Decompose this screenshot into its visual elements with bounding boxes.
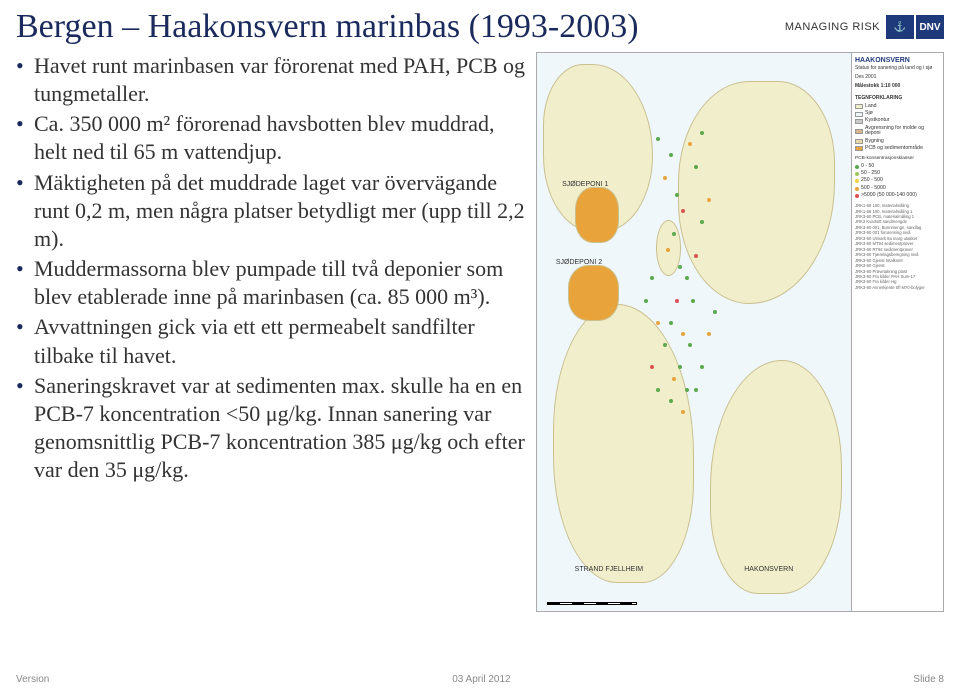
- map-sample-dot: [672, 232, 676, 236]
- legend-swatch: [855, 146, 863, 151]
- legend-item: Kystkontur: [855, 118, 940, 124]
- bullet-text: Havet runt marinbasen var förorenat med …: [34, 52, 526, 108]
- bullet-list: •Havet runt marinbasen var förorenat med…: [16, 52, 526, 612]
- depo-label-1: SJØDEPONI 1: [562, 181, 608, 188]
- slide-footer: Version 03 April 2012 Slide 8: [16, 674, 944, 685]
- bullet-dot-icon: •: [16, 255, 34, 311]
- map-sample-dot: [694, 388, 698, 392]
- map-sample-dot: [669, 321, 673, 325]
- bullet-dot-icon: •: [16, 110, 34, 166]
- map-panel: SJØDEPONI 1 SJØDEPONI 2 STRAND FJELLHEIM…: [536, 52, 852, 612]
- brand-tagline: MANAGING RISK: [785, 21, 880, 33]
- legend-pcb-range: >5000 (50 000-140 000): [855, 193, 940, 199]
- map-legend: HAAKONSVERN Status for sanering på land …: [852, 52, 944, 612]
- legend-swatch: [855, 112, 863, 117]
- map-sample-dot: [688, 343, 692, 347]
- bullet-item: •Havet runt marinbasen var förorenat med…: [16, 52, 526, 108]
- legend-item: Land: [855, 104, 940, 110]
- anchor-icon: ⚓: [886, 15, 914, 39]
- legend-label: Kystkontur: [865, 118, 890, 124]
- map-sample-dot: [707, 332, 711, 336]
- legend-pcb-range: 0 - 50: [855, 164, 940, 170]
- bullet-text: Mäktigheten på det muddrade laget var öv…: [34, 169, 526, 253]
- map-sample-dot: [694, 254, 698, 258]
- legend-range-label: 50 - 250: [861, 171, 880, 177]
- map-sample-dot: [669, 399, 673, 403]
- legend-label: Sjø: [865, 111, 873, 117]
- legend-pcb-range: 50 - 250: [855, 171, 940, 177]
- legend-dot-icon: [855, 194, 859, 198]
- legend-subtitle: Status for sanering på land og i sjø: [855, 65, 940, 71]
- map-sample-dot: [663, 176, 667, 180]
- footer-version: Version: [16, 674, 49, 685]
- map-sample-dot: [675, 193, 679, 197]
- legend-swatch: [855, 104, 863, 109]
- legend-footnote: JRK3-60 Annerkjente trfl M70-bolyger: [855, 285, 940, 290]
- legend-dot-icon: [855, 179, 859, 183]
- legend-pcb-header: PCB-konsentrasjonsklasser: [855, 156, 940, 161]
- legend-swatch: [855, 129, 863, 134]
- map-sample-dot: [675, 299, 679, 303]
- map-sample-dot: [713, 310, 717, 314]
- legend-pcb-range: 250 - 500: [855, 178, 940, 184]
- legend-title: HAAKONSVERN: [855, 57, 940, 64]
- legend-dot-icon: [855, 172, 859, 176]
- bullet-dot-icon: •: [16, 313, 34, 369]
- map-sample-dot: [663, 343, 667, 347]
- map-figure: SJØDEPONI 1 SJØDEPONI 2 STRAND FJELLHEIM…: [536, 52, 944, 612]
- legend-range-label: 0 - 50: [861, 164, 874, 170]
- legend-label: Bygning: [865, 139, 884, 145]
- legend-scale: Målestokk 1:10 000: [855, 83, 940, 89]
- bullet-text: Avvattningen gick via ett ett permeabelt…: [34, 313, 526, 369]
- bullet-item: •Mäktigheten på det muddrade laget var ö…: [16, 169, 526, 253]
- bullet-dot-icon: •: [16, 169, 34, 253]
- legend-label: Land: [865, 104, 877, 110]
- bullet-dot-icon: •: [16, 372, 34, 485]
- legend-range-label: >5000 (50 000-140 000): [861, 193, 917, 199]
- legend-item: Sjø: [855, 111, 940, 117]
- legend-dot-icon: [855, 187, 859, 191]
- map-sample-dot: [672, 377, 676, 381]
- legend-item: Bygning: [855, 139, 940, 145]
- legend-swatch: [855, 119, 863, 124]
- legend-swatch: [855, 139, 863, 144]
- map-sample-dot: [691, 299, 695, 303]
- map-sample-dot: [688, 142, 692, 146]
- bullet-item: •Muddermassorna blev pumpade till två de…: [16, 255, 526, 311]
- legend-pcb-range: 500 - 5000: [855, 186, 940, 192]
- depo-label-3: STRAND FJELLHEIM: [575, 566, 643, 573]
- dnv-logo: DNV: [916, 15, 944, 39]
- legend-item: PCB og sedimentområde: [855, 146, 940, 152]
- legend-range-label: 250 - 500: [861, 178, 883, 184]
- map-sample-dot: [694, 165, 698, 169]
- depo-label-4: HAKONSVERN: [744, 566, 793, 573]
- footer-slide: Slide 8: [913, 674, 944, 685]
- brand-block: MANAGING RISK ⚓ DNV: [785, 15, 944, 39]
- depo-label-2: SJØDEPONI 2: [556, 259, 602, 266]
- page-title: Bergen – Haakonsvern marinbas (1993-2003…: [16, 8, 639, 46]
- bullet-text: Saneringskravet var at sedimenten max. s…: [34, 372, 526, 485]
- legend-range-label: 500 - 5000: [861, 186, 886, 192]
- bullet-dot-icon: •: [16, 52, 34, 108]
- bullet-item: •Ca. 350 000 m² förorenad havsbotten ble…: [16, 110, 526, 166]
- scale-bar: [547, 602, 637, 605]
- bullet-item: •Saneringskravet var at sedimenten max. …: [16, 372, 526, 485]
- bullet-text: Muddermassorna blev pumpade till två dep…: [34, 255, 526, 311]
- legend-item: Avgrensning for molde og deponi: [855, 126, 940, 137]
- footer-date: 03 April 2012: [452, 674, 510, 685]
- legend-dot-icon: [855, 165, 859, 169]
- brand-logo: ⚓ DNV: [886, 15, 944, 39]
- legend-header: TEGNFORKLARING: [855, 95, 940, 101]
- legend-date: Des 2001: [855, 74, 940, 80]
- map-sample-dot: [685, 276, 689, 280]
- legend-label: PCB og sedimentområde: [865, 146, 923, 152]
- map-sample-dot: [707, 198, 711, 202]
- bullet-item: •Avvattningen gick via ett ett permeabel…: [16, 313, 526, 369]
- map-sample-dot: [685, 388, 689, 392]
- legend-label: Avgrensning for molde og deponi: [865, 126, 940, 137]
- map-sample-dot: [644, 299, 648, 303]
- bullet-text: Ca. 350 000 m² förorenad havsbotten blev…: [34, 110, 526, 166]
